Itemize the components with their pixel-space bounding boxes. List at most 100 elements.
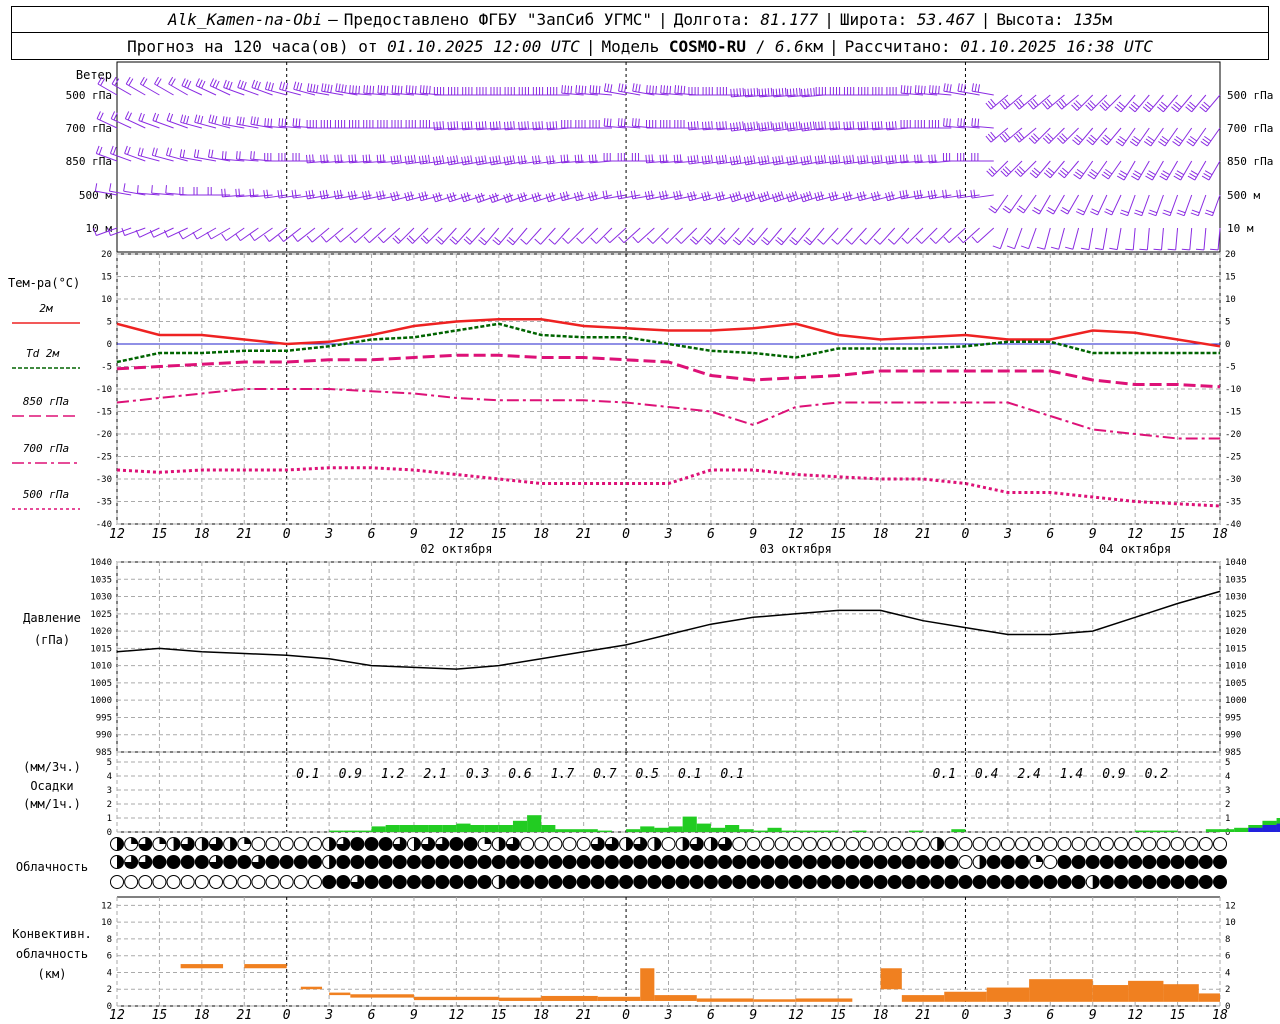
cloud-cover-symbol	[1071, 875, 1086, 889]
wind-barb	[209, 78, 231, 96]
cloud-cover-symbol	[279, 837, 294, 851]
cloud-cover-symbol	[520, 855, 535, 869]
cloud-cover-fill	[710, 837, 718, 851]
cloud-cover-symbol	[1213, 855, 1227, 869]
temp-tick-label: -10	[96, 385, 112, 395]
wind-barb	[1185, 94, 1207, 113]
wind-barb	[391, 85, 415, 96]
cloud-cover-symbol	[986, 875, 1001, 889]
cloud-cover-symbol	[916, 837, 931, 851]
wind-barb	[1129, 127, 1150, 147]
wind-barb	[900, 120, 924, 129]
wind-barb	[320, 154, 344, 164]
wind-barb	[1072, 127, 1094, 146]
wind-barb	[418, 191, 443, 202]
wind-barb	[561, 120, 584, 129]
wind-barb	[362, 190, 386, 201]
wind-barb	[192, 227, 217, 240]
precip-3h-label: 1.7	[551, 767, 575, 782]
wind-barb	[758, 121, 782, 132]
wind-barb	[349, 120, 372, 129]
cloud-cover-symbol	[110, 875, 124, 889]
cloud-cover-symbol	[520, 837, 535, 851]
precip-3h-label: 0.4	[975, 767, 998, 782]
wind-barb	[602, 190, 627, 200]
wind-barb	[335, 83, 358, 96]
cloud-cover-symbol	[1198, 875, 1213, 889]
precip-unit-1h: (мм/1ч.)	[23, 797, 81, 811]
cloud-cover-symbol	[364, 855, 379, 869]
convective-bar	[901, 995, 945, 1002]
cloud-cover-fill	[329, 837, 336, 851]
wind-barb	[392, 227, 415, 244]
wind-barb	[475, 121, 499, 131]
wind-barb	[1148, 194, 1164, 217]
wind-barb	[1153, 227, 1164, 251]
cloud-cover-symbol	[1000, 837, 1015, 851]
wind-barb	[675, 227, 698, 244]
wind-barb	[534, 227, 556, 245]
cloud-cover-symbol	[930, 855, 945, 869]
wind-barb	[803, 227, 825, 246]
wind-barb	[687, 191, 712, 202]
precip-3h-label: 0.5	[636, 767, 660, 782]
wind-barb	[1065, 227, 1080, 250]
conv-tick-label-right: 2	[1225, 985, 1230, 995]
station-name: Alk_Kamen-na-Obi	[168, 10, 323, 29]
wind-barb	[901, 227, 924, 244]
wind-barb	[154, 76, 174, 96]
cloud-cover-symbol	[534, 875, 549, 889]
precip-1h-bar	[1276, 823, 1280, 832]
precip-bar	[725, 825, 740, 832]
lat-value: 53.467	[916, 10, 975, 29]
wind-barb	[151, 147, 174, 162]
cloud-cover-symbol	[350, 855, 365, 869]
convective-bar	[696, 998, 754, 1002]
wind-barb	[715, 154, 740, 165]
wind-barb	[1128, 94, 1150, 113]
wind-barb	[701, 154, 726, 165]
wind-barb	[1195, 227, 1207, 251]
wind-barb	[349, 227, 372, 244]
x-hour-label: 18	[873, 527, 889, 542]
wind-barb	[829, 121, 853, 131]
wind-barb	[1210, 227, 1221, 251]
precip-tick-label: 3	[107, 786, 112, 796]
cloud-cover-fill	[498, 837, 506, 851]
precip-bar	[385, 825, 400, 832]
cloud-cover-symbol	[152, 875, 167, 889]
wind-barb	[320, 120, 344, 129]
temp-tick-label-right: -20	[1225, 430, 1241, 440]
wind-barb	[149, 227, 174, 238]
wind-barb	[348, 154, 372, 164]
wind-barb	[503, 192, 528, 203]
x-hour-label: 12	[109, 527, 125, 542]
cloud-cover-symbol	[237, 875, 252, 889]
precip-3h-label: 2.4	[1017, 767, 1040, 782]
model-label: Модель	[601, 36, 660, 56]
wind-barb	[644, 190, 669, 201]
wind-barb	[347, 190, 372, 201]
convective-bar	[244, 964, 287, 969]
wind-barb	[179, 149, 202, 162]
x-hour-label: 15	[830, 527, 846, 542]
cloud-cover-symbol	[378, 837, 393, 851]
wind-barb	[885, 154, 909, 165]
wind-barb	[704, 227, 726, 245]
wind-barb	[1143, 127, 1164, 147]
cloud-cover-fill	[1092, 875, 1100, 889]
cloud-cover-symbol	[1213, 875, 1227, 889]
x-hour-label-bottom: 9	[1089, 1008, 1097, 1023]
cloud-cover-fill	[718, 837, 732, 851]
precip-bar	[951, 829, 966, 832]
temp-tick-label: -40	[96, 520, 112, 530]
wind-barb	[575, 85, 598, 96]
cloud-cover-symbol	[845, 837, 860, 851]
precip-bar	[781, 830, 796, 832]
clouds-title: Облачность	[16, 860, 88, 874]
wind-barb	[1181, 227, 1193, 251]
cloud-cover-symbol	[1043, 875, 1058, 889]
wind-barb	[1060, 194, 1080, 215]
x-hour-label-bottom: 12	[109, 1008, 125, 1023]
precip-bar	[569, 829, 584, 832]
